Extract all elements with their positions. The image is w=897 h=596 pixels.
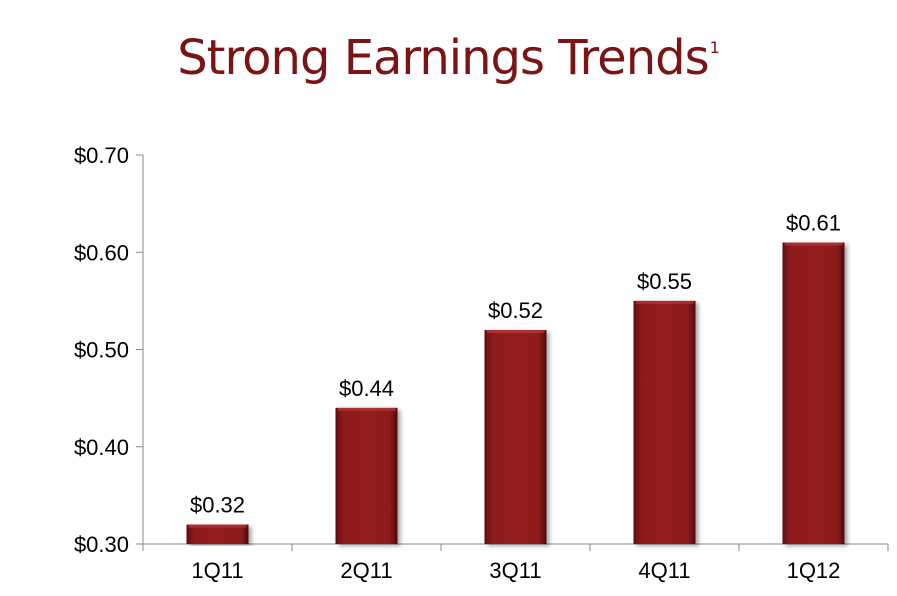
y-tick-label: $0.30 <box>74 532 129 557</box>
bar-highlight <box>337 407 396 411</box>
data-label-1q12: $0.61 <box>786 211 841 236</box>
data-label-4q11: $0.55 <box>637 269 692 294</box>
bar-2q11 <box>335 407 398 544</box>
data-label-3q11: $0.52 <box>488 298 543 323</box>
y-tick-label: $0.40 <box>74 435 129 460</box>
x-tick-label-2q11: 2Q11 <box>340 558 392 583</box>
bar-1q11 <box>186 524 249 544</box>
bar-highlight <box>635 300 694 304</box>
y-tick-label: $0.70 <box>74 143 129 168</box>
chart-title: Strong Earnings Trends1 <box>0 30 897 86</box>
data-label-2q11: $0.44 <box>339 376 394 401</box>
x-tick-label-1q11: 1Q11 <box>191 558 243 583</box>
bars <box>186 242 845 544</box>
x-tick-label-1q12: 1Q12 <box>787 558 841 583</box>
bar-3q11 <box>484 330 547 544</box>
y-tick-label: $0.50 <box>74 338 129 363</box>
bar-highlight <box>486 330 545 334</box>
bar-highlight <box>784 242 843 246</box>
chart-title-text: Strong Earnings Trends <box>177 30 709 86</box>
bar-highlight <box>188 524 247 528</box>
title-footnote-marker: 1 <box>709 38 720 57</box>
bar-4q11 <box>633 300 696 544</box>
bar-1q12 <box>782 242 845 544</box>
data-label-1q11: $0.32 <box>190 493 245 518</box>
y-tick-label: $0.60 <box>74 240 129 265</box>
labels: $0.30 $0.40 $0.50 $0.60 $0.70 $0.32 1Q11 $0.44 2… <box>74 143 841 583</box>
x-tick-label-4q11: 4Q11 <box>638 558 690 583</box>
x-tick-label-3q11: 3Q11 <box>489 558 541 583</box>
